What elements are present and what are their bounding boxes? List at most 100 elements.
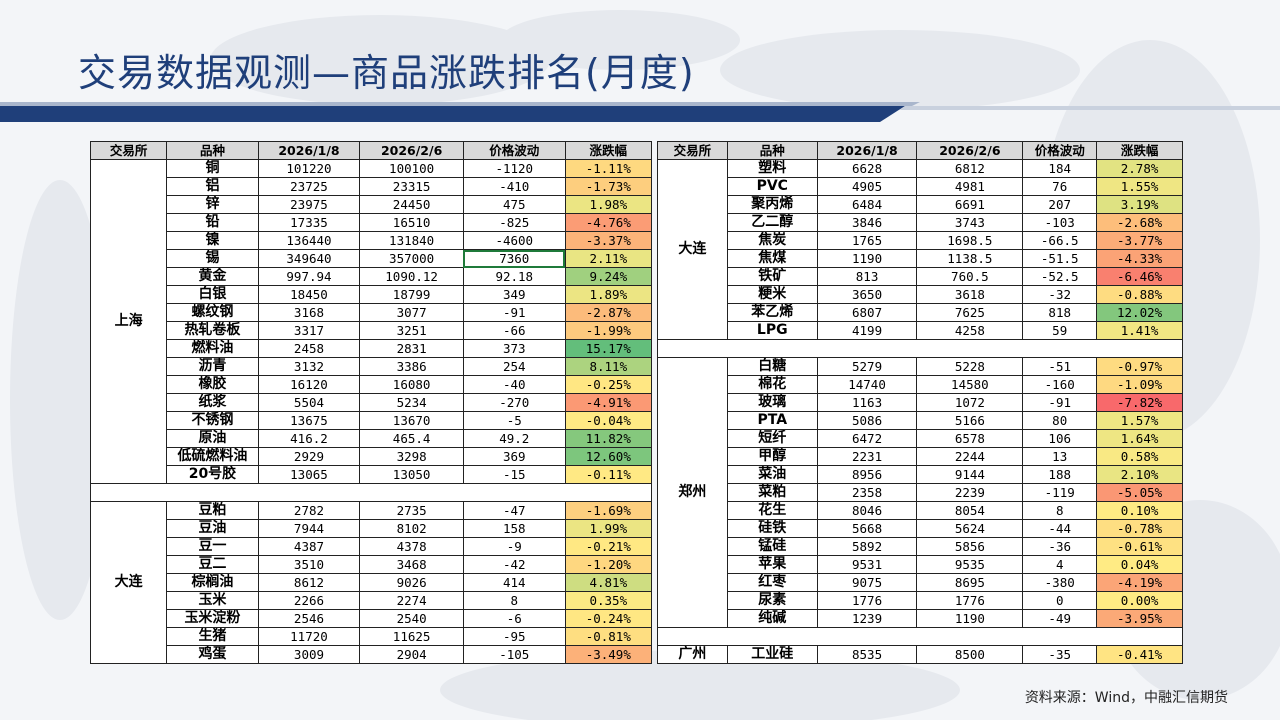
price-end: 4258	[916, 321, 1024, 340]
table-row: 豆油 7944 8102 158 1.99%	[91, 519, 653, 538]
exchange-cell: 大连	[89, 501, 168, 664]
commodity-name: 短纤	[726, 429, 818, 448]
pct-change: 1.41%	[1096, 321, 1183, 340]
price-start: 1190	[816, 249, 918, 268]
pct-change: 8.11%	[564, 357, 653, 376]
pct-change: 0.35%	[564, 591, 653, 610]
price-end: 1072	[916, 393, 1024, 412]
table-row: 锌 23975 24450 475 1.98%	[91, 195, 653, 214]
table-row: 锰硅 5892 5856 -36 -0.61%	[658, 537, 1183, 556]
commodity-name: 棕榈油	[166, 573, 259, 592]
price-change: 8	[462, 591, 566, 610]
price-start: 8535	[816, 645, 918, 664]
commodity-name: 鸡蛋	[166, 645, 259, 664]
column-header: 交易所	[89, 141, 168, 160]
table-row: 镍 136440 131840 -4600 -3.37%	[91, 231, 653, 250]
price-end: 100100	[359, 159, 464, 178]
commodity-name: 生猪	[166, 627, 259, 646]
commodity-name: 尿素	[726, 591, 818, 610]
table-row: 铅 17335 16510 -825 -4.76%	[91, 213, 653, 232]
pct-change: 2.10%	[1096, 465, 1183, 484]
price-start: 1239	[816, 609, 918, 628]
right-commodity-table: 交易所 品种 2026/1/8 2026/2/6 价格波动 涨跌幅 大连 塑料 6628 6812…	[657, 141, 1183, 664]
commodity-name: 乙二醇	[726, 213, 818, 232]
commodity-name: LPG	[726, 321, 818, 340]
separator-cell	[90, 483, 652, 502]
price-change: -6	[462, 609, 566, 628]
price-start: 17335	[257, 213, 361, 232]
price-end: 760.5	[916, 267, 1024, 286]
price-start: 3132	[257, 357, 361, 376]
commodity-name: 苹果	[726, 555, 818, 574]
table-row: 硅铁 5668 5624 -44 -0.78%	[658, 519, 1183, 538]
price-start: 14740	[816, 375, 918, 394]
price-end: 8500	[916, 645, 1024, 664]
table-row: 花生 8046 8054 8 0.10%	[658, 501, 1183, 520]
price-change: -66	[462, 321, 566, 340]
price-start: 3650	[816, 285, 918, 304]
pct-change: 2.78%	[1096, 159, 1183, 178]
commodity-name: 镍	[166, 231, 259, 250]
pct-change: -3.37%	[564, 231, 653, 250]
price-end: 9144	[916, 465, 1024, 484]
pct-change: -3.49%	[564, 645, 653, 664]
exchange-cell: 广州	[657, 645, 728, 664]
table-row: 鸡蛋 3009 2904 -105 -3.49%	[91, 645, 653, 664]
price-end: 1698.5	[916, 231, 1024, 250]
table-row: 聚丙烯 6484 6691 207 3.19%	[658, 195, 1183, 214]
price-change: -66.5	[1022, 231, 1098, 250]
table-row: 甲醇 2231 2244 13 0.58%	[658, 447, 1183, 466]
commodity-name: 硅铁	[726, 519, 818, 538]
pct-change: 11.82%	[564, 429, 653, 448]
price-end: 8102	[359, 519, 464, 538]
price-end: 18799	[359, 285, 464, 304]
commodity-name: 白银	[166, 285, 259, 304]
table-row: 焦煤 1190 1138.5 -51.5 -4.33%	[658, 249, 1183, 268]
price-end: 9026	[359, 573, 464, 592]
price-change: 373	[462, 339, 566, 358]
commodity-name: 玉米	[166, 591, 259, 610]
price-change: 207	[1022, 195, 1098, 214]
table-row: 橡胶 16120 16080 -40 -0.25%	[91, 375, 653, 394]
price-start: 9075	[816, 573, 918, 592]
price-end: 2831	[359, 339, 464, 358]
price-start: 23725	[257, 177, 361, 196]
pct-change: -1.69%	[564, 501, 653, 520]
price-start: 2782	[257, 501, 361, 520]
price-start: 1163	[816, 393, 918, 412]
price-start: 4387	[257, 537, 361, 556]
price-end: 3077	[359, 303, 464, 322]
price-end: 3386	[359, 357, 464, 376]
price-end: 14580	[916, 375, 1024, 394]
exchange-cell: 郑州	[657, 357, 728, 628]
price-change: 349	[462, 285, 566, 304]
price-end: 2735	[359, 501, 464, 520]
price-start: 13065	[257, 465, 361, 484]
price-end: 3743	[916, 213, 1024, 232]
pct-change: -1.20%	[564, 555, 653, 574]
pct-change: 0.04%	[1096, 555, 1183, 574]
price-end: 3618	[916, 285, 1024, 304]
price-change: 254	[462, 357, 566, 376]
pct-change: 0.00%	[1096, 591, 1183, 610]
exchange-cell: 上海	[89, 159, 168, 484]
pct-change: -1.99%	[564, 321, 653, 340]
price-change: -32	[1022, 285, 1098, 304]
commodity-name: 甲醇	[726, 447, 818, 466]
price-end: 8695	[916, 573, 1024, 592]
price-end: 1090.12	[359, 267, 464, 286]
commodity-name: 玉米淀粉	[166, 609, 259, 628]
column-header: 品种	[726, 141, 818, 160]
price-change: -52.5	[1022, 267, 1098, 286]
table-row: 热轧卷板 3317 3251 -66 -1.99%	[91, 321, 653, 340]
table-row: 短纤 6472 6578 106 1.64%	[658, 429, 1183, 448]
price-start: 997.94	[257, 267, 361, 286]
price-change: 76	[1022, 177, 1098, 196]
price-end: 3251	[359, 321, 464, 340]
column-header: 品种	[166, 141, 259, 160]
table-row: 红枣 9075 8695 -380 -4.19%	[658, 573, 1183, 592]
commodity-name: 工业硅	[726, 645, 818, 664]
price-change: 369	[462, 447, 566, 466]
pct-change: -6.46%	[1096, 267, 1183, 286]
price-end: 13050	[359, 465, 464, 484]
